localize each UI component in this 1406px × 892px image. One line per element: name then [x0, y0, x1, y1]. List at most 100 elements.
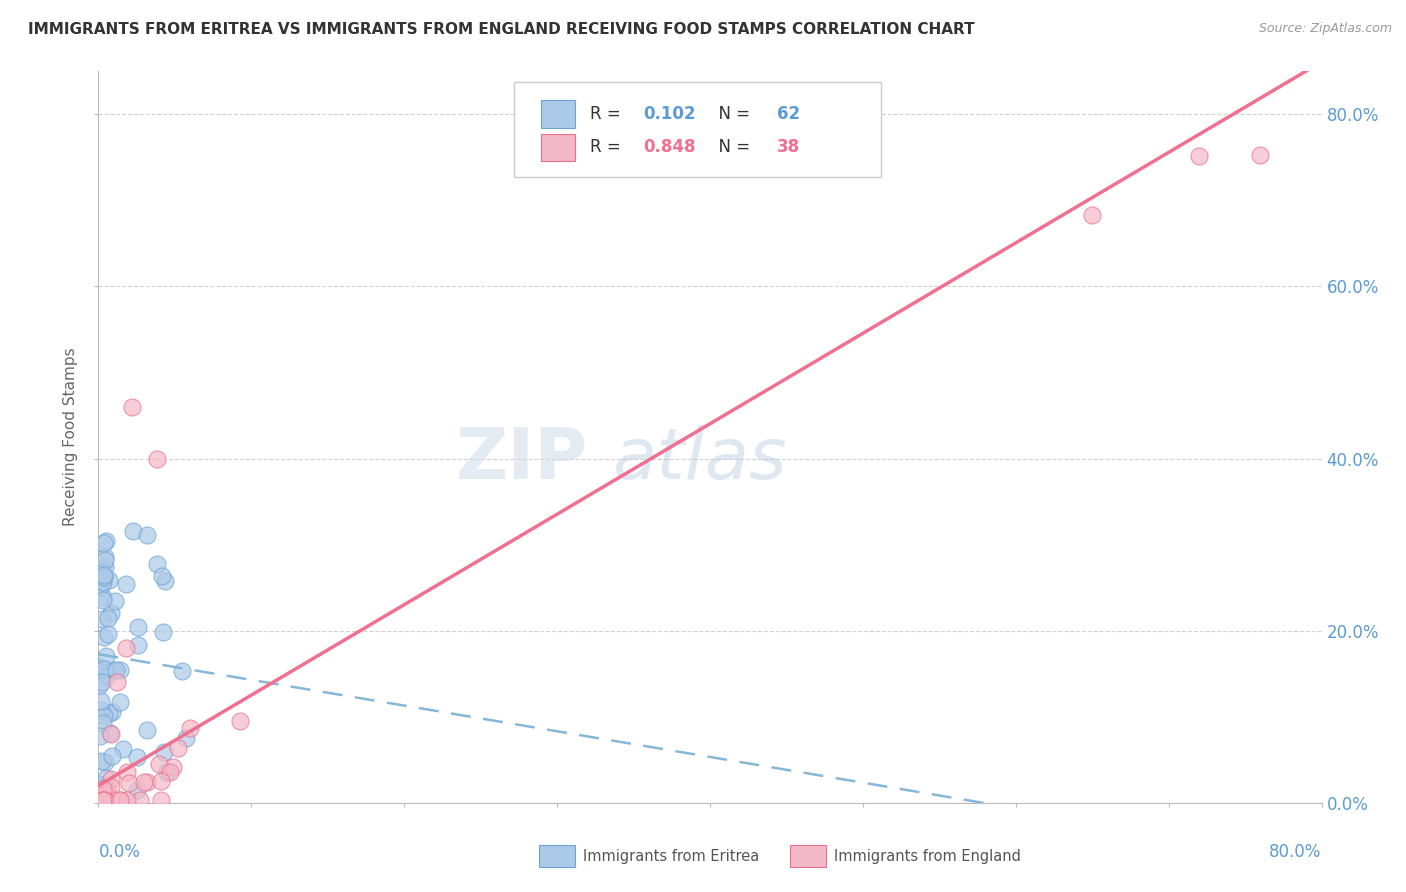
Point: [104, 594, 127, 608]
Point: [121, 400, 143, 414]
FancyBboxPatch shape: [538, 846, 575, 867]
Point: [94, 549, 117, 564]
Point: [127, 638, 149, 652]
Point: [100, 607, 122, 621]
Point: [91, 715, 114, 730]
Text: Immigrants from England: Immigrants from England: [834, 848, 1021, 863]
Point: [150, 773, 173, 788]
Point: [105, 663, 128, 677]
Text: 0.102: 0.102: [643, 104, 695, 123]
Point: [105, 675, 128, 690]
Point: [150, 793, 173, 807]
Point: [96, 785, 118, 799]
Point: [115, 640, 138, 655]
Text: N =: N =: [707, 138, 755, 156]
Point: [89, 729, 111, 743]
Point: [93, 536, 115, 550]
Point: [153, 745, 176, 759]
Point: [104, 793, 127, 807]
Point: [228, 714, 250, 728]
Point: [110, 695, 132, 709]
Point: [89, 664, 111, 678]
Point: [91, 574, 114, 589]
Point: [127, 620, 149, 634]
Point: [89, 659, 111, 673]
Point: [127, 750, 149, 764]
Point: [94, 560, 117, 574]
Y-axis label: Receiving Food Stamps: Receiving Food Stamps: [63, 348, 79, 526]
Point: [89, 580, 111, 594]
Text: R =: R =: [591, 104, 626, 123]
Point: [94, 787, 117, 801]
Point: [90, 694, 112, 708]
Point: [122, 524, 145, 538]
Point: [145, 451, 167, 466]
Point: [1249, 147, 1271, 161]
Point: [96, 772, 118, 786]
Point: [90, 575, 112, 590]
Point: [108, 793, 131, 807]
Point: [94, 534, 117, 549]
Point: [97, 611, 120, 625]
Point: [136, 723, 159, 737]
Point: [93, 568, 115, 582]
Point: [100, 727, 122, 741]
Point: [89, 777, 111, 791]
FancyBboxPatch shape: [541, 134, 575, 161]
Point: [91, 793, 114, 807]
Text: ZIP: ZIP: [456, 425, 588, 493]
Point: [90, 754, 112, 768]
Point: [98, 725, 121, 739]
Text: 0.0%: 0.0%: [98, 843, 141, 861]
Point: [159, 764, 181, 779]
Text: Source: ZipAtlas.com: Source: ZipAtlas.com: [1258, 22, 1392, 36]
Point: [91, 590, 114, 604]
Text: 0.848: 0.848: [643, 138, 695, 156]
Point: [91, 793, 114, 807]
FancyBboxPatch shape: [515, 82, 882, 178]
Point: [93, 630, 115, 644]
FancyBboxPatch shape: [790, 846, 827, 867]
Text: 38: 38: [778, 138, 800, 156]
Point: [150, 569, 173, 583]
Point: [129, 793, 152, 807]
Point: [91, 793, 114, 807]
Point: [153, 574, 176, 588]
Point: [93, 793, 115, 807]
Point: [103, 664, 125, 678]
Point: [132, 775, 155, 789]
Point: [117, 764, 139, 779]
Point: [162, 760, 184, 774]
Text: Immigrants from Eritrea: Immigrants from Eritrea: [583, 848, 759, 863]
Point: [127, 783, 149, 797]
Point: [110, 793, 132, 807]
Point: [100, 780, 122, 795]
Text: 80.0%: 80.0%: [1270, 843, 1322, 861]
Point: [1188, 149, 1211, 163]
Point: [101, 706, 124, 720]
Point: [94, 648, 117, 663]
Point: [93, 570, 115, 584]
Point: [118, 776, 141, 790]
Point: [91, 593, 114, 607]
Text: IMMIGRANTS FROM ERITREA VS IMMIGRANTS FROM ENGLAND RECEIVING FOOD STAMPS CORRELA: IMMIGRANTS FROM ERITREA VS IMMIGRANTS FR…: [28, 22, 974, 37]
Point: [94, 793, 117, 807]
Point: [111, 742, 134, 756]
Point: [110, 663, 132, 677]
Point: [170, 664, 193, 678]
Point: [96, 668, 118, 682]
Text: atlas: atlas: [612, 425, 787, 493]
Point: [91, 793, 114, 807]
Point: [91, 674, 114, 689]
Point: [94, 755, 117, 769]
FancyBboxPatch shape: [541, 100, 575, 128]
Point: [136, 528, 159, 542]
Point: [89, 679, 111, 693]
Point: [100, 772, 122, 786]
Point: [115, 793, 138, 807]
Point: [93, 661, 115, 675]
Point: [152, 624, 174, 639]
Point: [146, 557, 169, 571]
Point: [97, 573, 120, 587]
Point: [90, 563, 112, 577]
